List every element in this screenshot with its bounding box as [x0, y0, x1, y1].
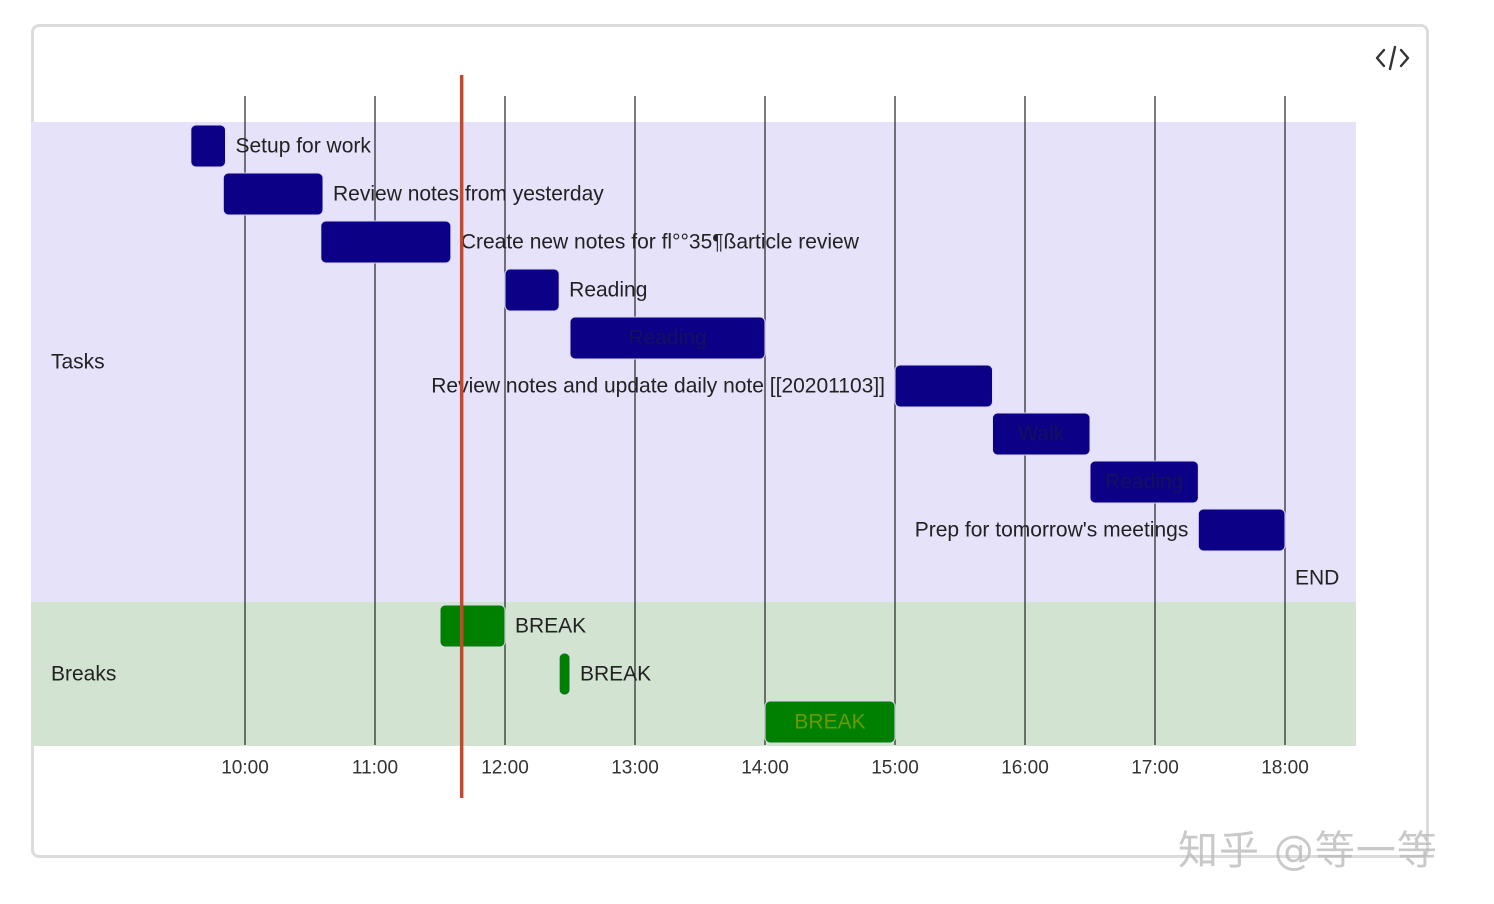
code-brackets-icon [1375, 45, 1410, 71]
task-label: Review notes and update daily note [[202… [431, 375, 885, 398]
task-label: Reading [628, 327, 706, 350]
task-bar[interactable] [569, 316, 766, 360]
break-label: BREAK [794, 711, 865, 734]
task-label: Review notes from yesterday [333, 183, 604, 206]
task-label: Create new notes for fl°°35¶ßarticle rev… [461, 231, 860, 254]
section-label-tasks: Tasks [51, 351, 105, 374]
task-bar[interactable] [1089, 460, 1199, 504]
task-bar[interactable] [992, 412, 1091, 456]
task-bar[interactable] [504, 268, 560, 312]
task-label: Setup for work [236, 135, 372, 158]
break-label: BREAK [580, 663, 651, 686]
x-tick-label: 18:00 [1261, 758, 1309, 779]
section-label-breaks: Breaks [51, 663, 116, 686]
x-tick-label: 15:00 [871, 758, 919, 779]
break-bar[interactable] [558, 652, 571, 696]
task-bar[interactable] [190, 124, 226, 168]
task-bar[interactable] [894, 364, 993, 408]
task-bar[interactable] [320, 220, 452, 264]
code-toggle-button[interactable] [1372, 40, 1414, 76]
task-bar[interactable] [1197, 508, 1286, 552]
task-label: Reading [569, 279, 647, 302]
x-tick-label: 11:00 [352, 758, 398, 779]
task-label: END [1295, 567, 1339, 590]
break-bar[interactable] [439, 604, 506, 648]
task-label: Walk [1018, 423, 1064, 446]
watermark: 知乎 @等一等 [1178, 828, 1438, 874]
x-tick-label: 17:00 [1131, 758, 1179, 779]
x-tick-label: 16:00 [1001, 758, 1049, 779]
task-label: Prep for tomorrow's meetings [915, 519, 1189, 542]
break-bar[interactable] [764, 700, 896, 744]
x-tick-label: 14:00 [741, 758, 789, 779]
x-tick-label: 12:00 [481, 758, 529, 779]
task-label: Reading [1105, 471, 1183, 494]
x-tick-label: 10:00 [221, 758, 269, 779]
x-tick-label: 13:00 [611, 758, 659, 779]
break-label: BREAK [515, 615, 586, 638]
task-bar[interactable] [222, 172, 324, 216]
section-background-breaks [31, 602, 1356, 746]
